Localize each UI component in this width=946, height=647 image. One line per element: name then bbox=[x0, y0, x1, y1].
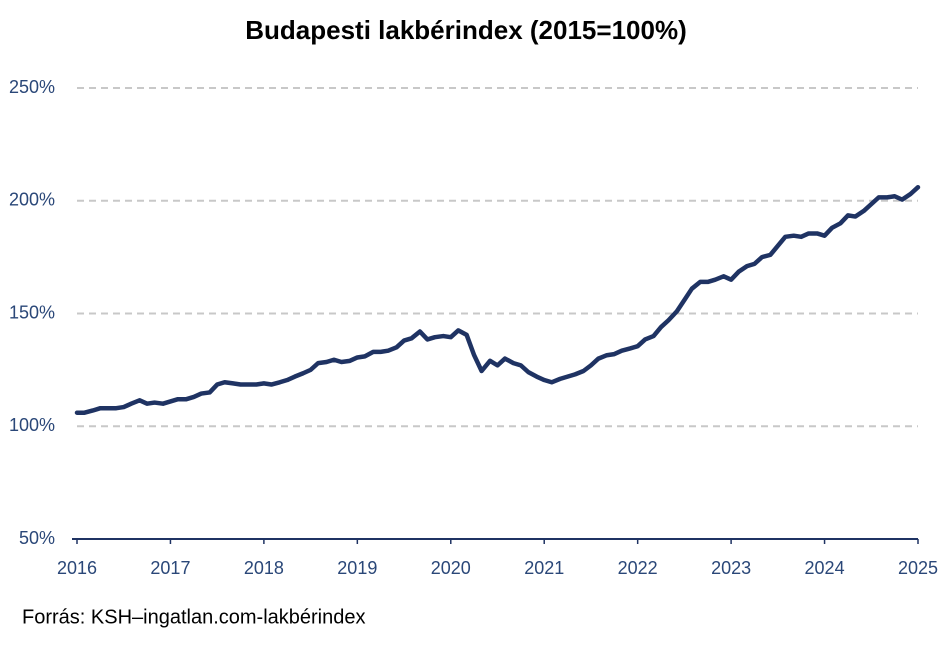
data-line bbox=[74, 184, 921, 415]
x-tick-label: 2021 bbox=[524, 558, 564, 578]
x-tick-label: 2024 bbox=[805, 558, 845, 578]
x-tick-label: 2018 bbox=[244, 558, 284, 578]
x-tick-label: 2020 bbox=[431, 558, 471, 578]
y-tick-label: 200% bbox=[9, 190, 55, 210]
x-tick-label: 2017 bbox=[150, 558, 190, 578]
y-tick-label: 250% bbox=[9, 77, 55, 97]
x-tick-label: 2025 bbox=[898, 558, 938, 578]
y-tick-label: 50% bbox=[19, 528, 55, 548]
x-tick-label: 2019 bbox=[337, 558, 377, 578]
y-tick-label: 100% bbox=[9, 415, 55, 435]
y-tick-label: 150% bbox=[9, 302, 55, 322]
x-tick-label: 2016 bbox=[57, 558, 97, 578]
chart-title: Budapesti lakbérindex (2015=100%) bbox=[245, 15, 686, 45]
x-tick-label: 2023 bbox=[711, 558, 751, 578]
x-tick-label: 2022 bbox=[618, 558, 658, 578]
source-note: Forrás: KSH–ingatlan.com-lakbérindex bbox=[22, 606, 366, 628]
